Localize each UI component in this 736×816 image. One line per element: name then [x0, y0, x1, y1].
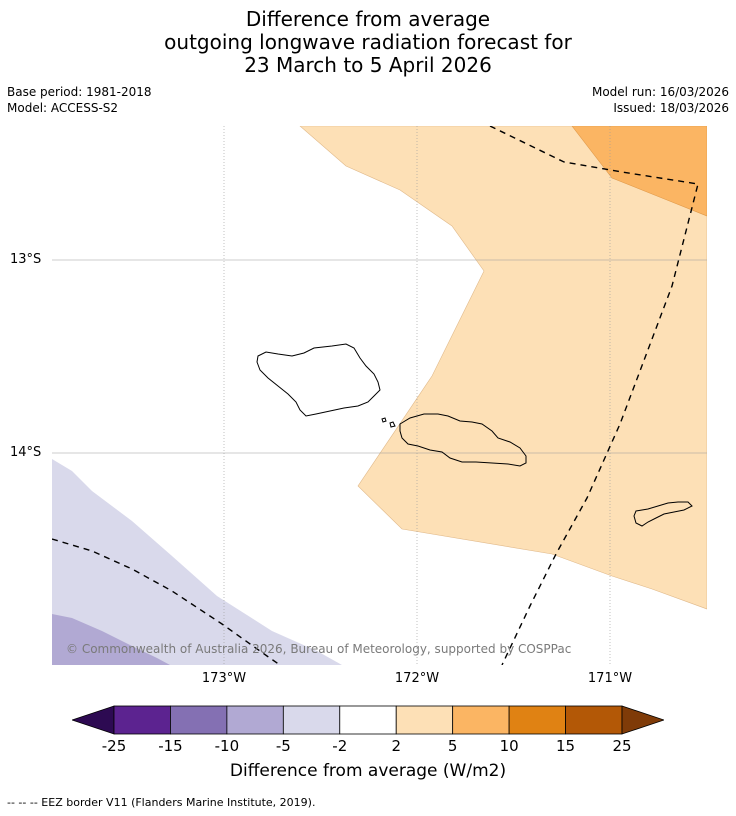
colorbar-segment: [565, 705, 623, 735]
model-name: Model: ACCESS-S2: [7, 101, 119, 115]
lon-label-172w: 172°W: [394, 671, 440, 686]
colorbar-tick-label: -10: [214, 737, 240, 755]
colorbar-segment: [508, 705, 566, 735]
eez-legend: -- -- -- EEZ border V11 (Flanders Marine…: [7, 796, 316, 809]
islands: [256, 343, 693, 527]
anomaly-region-2-to-5: [299, 126, 707, 610]
colorbar-tick-label: -5: [275, 737, 291, 755]
colorbar-label: Difference from average (W/m2): [229, 761, 507, 781]
colorbar-segment: [113, 705, 171, 735]
colorbar-tick-label: 10: [499, 737, 519, 755]
colorbar-extend-high: [621, 705, 664, 735]
lon-label-173w: 173°W: [201, 671, 247, 686]
colorbar-segment: [226, 705, 284, 735]
island-small-2: [389, 421, 396, 428]
meta-left: Base period: 1981-2018 Model: ACCESS-S2: [7, 84, 152, 116]
colorbar-segment: [282, 705, 341, 735]
model-run: Model run: 16/03/2026: [591, 85, 729, 99]
colorbar-segment: [339, 705, 397, 735]
eez-border-north: [489, 126, 699, 665]
lat-label-14s: 14°S: [10, 445, 42, 460]
colorbar: [72, 705, 664, 735]
colorbar-extend-low: [72, 705, 115, 735]
title-line-2: outgoing longwave radiation forecast for: [164, 30, 572, 54]
meta-right: Model run: 16/03/2026 Issued: 18/03/2026: [592, 84, 729, 116]
colorbar-tick-label: 25: [612, 737, 632, 755]
anomaly-region-minus5-to-minus2: [52, 459, 342, 665]
colorbar-segment: [395, 705, 454, 735]
colorbar-tick-label: -25: [101, 737, 127, 755]
copyright-notice: © Commonwealth of Australia 2026, Bureau…: [66, 642, 572, 656]
island-small-1: [381, 417, 387, 423]
island-savaii: [256, 343, 381, 417]
map-panel: [52, 126, 707, 665]
island-upolu: [399, 413, 527, 467]
colorbar-tick-label: 5: [447, 737, 458, 755]
colorbar-tick-label: 15: [556, 737, 576, 755]
eez-border-southwest: [52, 538, 281, 665]
title-line-3: 23 March to 5 April 2026: [244, 53, 492, 77]
base-period: Base period: 1981-2018: [7, 85, 152, 99]
eez-borders: [52, 126, 699, 665]
title-line-1: Difference from average: [245, 7, 491, 31]
colorbar-tick-label: 2: [391, 737, 401, 755]
chart-title: Difference from average outgoing longwav…: [0, 8, 736, 77]
colorbar-segments: [113, 705, 623, 735]
lat-label-13s: 13°S: [10, 252, 42, 267]
colorbar-segment: [452, 705, 510, 735]
issued-date: Issued: 18/03/2026: [613, 101, 729, 115]
lon-label-171w: 171°W: [587, 671, 633, 686]
anomaly-region-minus10-to-minus5: [52, 614, 170, 665]
colorbar-tick-label: -15: [158, 737, 183, 755]
graticule: [52, 126, 707, 665]
island-tutuila: [633, 501, 693, 527]
colorbar-tick-label: -2: [332, 737, 348, 755]
colorbar-segment: [170, 705, 228, 735]
